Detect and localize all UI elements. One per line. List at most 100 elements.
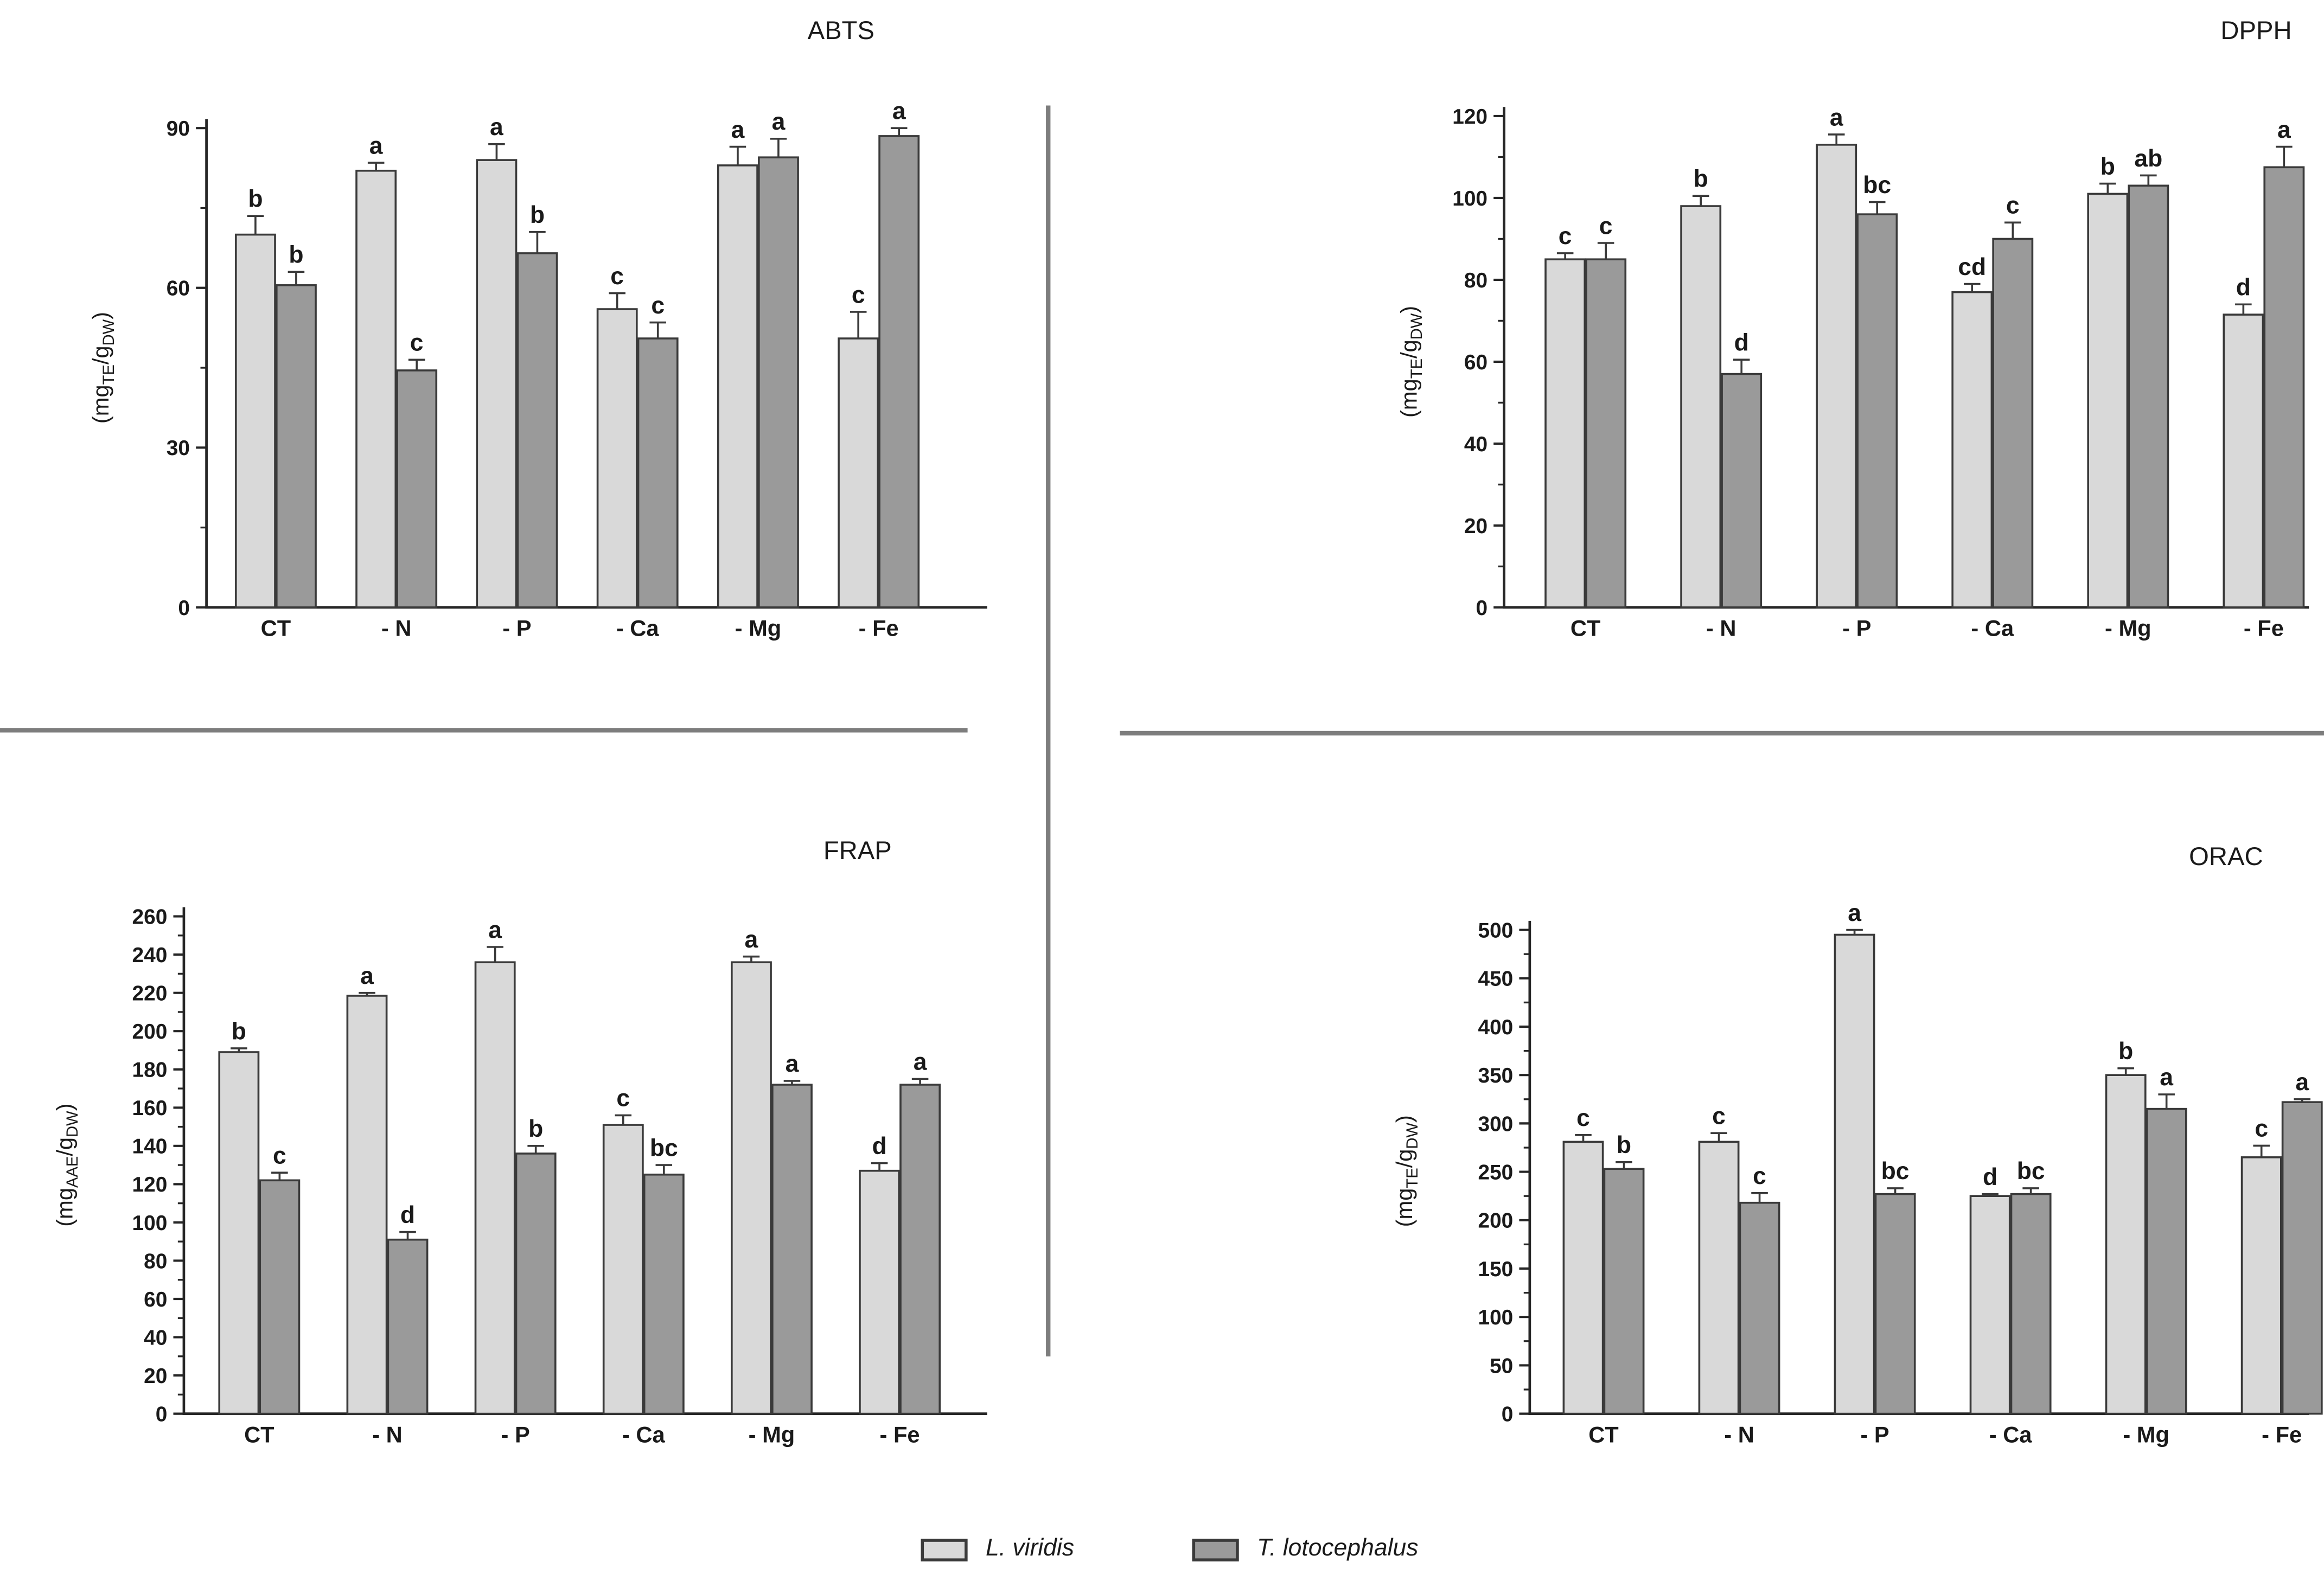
bar: [259, 1179, 301, 1415]
sig-letter: b: [248, 186, 263, 213]
sig-letter: a: [892, 98, 906, 125]
x-category-label: - Mg: [2105, 616, 2151, 641]
bar: [1603, 1168, 1645, 1415]
divider-vertical: [1046, 105, 1051, 1357]
bar: [637, 337, 679, 609]
sig-letter: c: [2006, 193, 2020, 219]
sig-letter: b: [289, 242, 303, 268]
sig-letter: d: [872, 1133, 887, 1160]
x-category-label: - P: [1842, 616, 1871, 641]
chart-title: ABTS: [808, 16, 874, 45]
bar: [1698, 1141, 1740, 1415]
sig-letter: b: [2118, 1038, 2133, 1065]
sig-letter: a: [369, 132, 383, 159]
y-tick-label: 0: [156, 1403, 168, 1426]
y-tick-label: 140: [132, 1135, 168, 1158]
bar: [1816, 144, 1857, 609]
sig-letter: d: [2236, 274, 2251, 301]
bar: [1739, 1201, 1780, 1415]
y-tick-label: 250: [1478, 1161, 1513, 1184]
y-tick-label: 220: [132, 982, 168, 1006]
bar: [1562, 1141, 1604, 1415]
y-tick-label: 100: [1452, 187, 1487, 210]
sig-letter: c: [651, 292, 665, 319]
x-category-label: - N: [1706, 616, 1736, 641]
x-category-label: - N: [381, 616, 412, 641]
bar: [602, 1124, 644, 1415]
y-tick-label: 50: [1490, 1354, 1513, 1378]
x-category-label: CT: [244, 1422, 274, 1447]
bar: [596, 308, 638, 609]
bar: [717, 164, 758, 609]
bar: [2263, 166, 2305, 609]
y-tick-label: 40: [144, 1326, 167, 1349]
x-category-label: - Fe: [2262, 1422, 2302, 1447]
sig-letter: c: [1559, 223, 1572, 249]
sig-letter: a: [488, 917, 502, 943]
y-tick-label: 400: [1478, 1016, 1513, 1039]
sig-letter: c: [610, 263, 624, 290]
x-category-label: - Ca: [1971, 616, 2014, 641]
legend: L. viridis T. lotocephalus: [0, 1528, 2324, 1571]
bar: [1856, 213, 1898, 609]
bar: [2105, 1074, 2147, 1415]
bar: [758, 156, 799, 609]
sig-letter: b: [1617, 1132, 1631, 1158]
sig-letter: bc: [1881, 1158, 1910, 1185]
sig-letter: c: [410, 330, 424, 356]
bar: [731, 961, 772, 1415]
sig-letter: a: [490, 114, 503, 140]
sig-letter: c: [2255, 1116, 2268, 1142]
legend-item-t-lotocephalus: T. lotocephalus: [1192, 1528, 1419, 1571]
y-tick-label: 450: [1478, 968, 1513, 991]
bar: [218, 1051, 260, 1415]
sig-letter: a: [731, 117, 745, 143]
x-category-label: - Fe: [859, 616, 899, 641]
legend-swatch-l-viridis: [921, 1538, 968, 1561]
y-tick-label: 120: [132, 1173, 168, 1196]
legend-label-l-viridis: L. viridis: [985, 1535, 1074, 1561]
x-category-label: - Ca: [616, 616, 660, 641]
bar: [1585, 258, 1627, 609]
y-axis-label: (mgAAE/gDW): [52, 1103, 81, 1226]
bar: [346, 995, 388, 1415]
bar: [1992, 238, 2034, 609]
bar: [474, 961, 516, 1415]
sig-letter: a: [1848, 900, 1861, 926]
divider-horizontal-left: [0, 728, 968, 733]
x-category-label: CT: [1588, 1422, 1619, 1447]
chart-frap: 020406080100120140160180200220240260CTbc…: [52, 836, 987, 1447]
y-tick-label: 0: [1476, 597, 1487, 620]
sig-letter: a: [2295, 1069, 2309, 1096]
sig-letter: bc: [1863, 172, 1891, 199]
x-category-label: - Mg: [735, 616, 782, 641]
y-tick-label: 60: [144, 1288, 167, 1311]
x-category-label: - Fe: [880, 1422, 920, 1447]
y-tick-label: 80: [1464, 269, 1487, 292]
chart-orac: 0 50 100 150 200 250 300 350 400 450 500 CT c b - N c c -…: [1391, 842, 2323, 1447]
y-axis-label: (mgTE/gDW): [1391, 1115, 1421, 1227]
chart-title: FRAP: [823, 836, 892, 865]
y-tick-label: 240: [132, 944, 168, 967]
sig-letter: d: [1734, 329, 1749, 356]
axis-lines: [1528, 920, 2309, 1415]
bar: [1969, 1195, 2011, 1415]
y-tick-label: 40: [1464, 433, 1487, 456]
sig-letter: b: [2100, 153, 2115, 180]
sig-letter: c: [1753, 1163, 1766, 1189]
y-tick-label: 120: [1452, 105, 1487, 129]
bar: [2146, 1107, 2187, 1415]
x-category-label: - P: [502, 616, 531, 641]
x-category-label: - Fe: [2244, 616, 2284, 641]
sig-letter: a: [2277, 117, 2291, 143]
bar: [516, 252, 558, 609]
bar: [1680, 205, 1722, 609]
divider-horizontal-right: [1120, 731, 2324, 736]
sig-letter: ab: [2134, 145, 2162, 172]
x-category-label: - N: [1724, 1422, 1754, 1447]
legend-label-t-lotocephalus: T. lotocephalus: [1257, 1535, 1419, 1561]
y-tick-label: 30: [167, 437, 190, 460]
